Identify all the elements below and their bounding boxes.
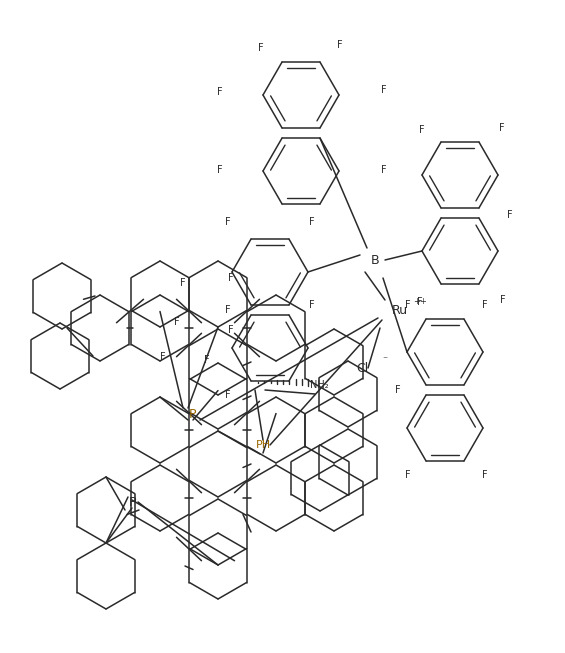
Text: F: F — [225, 217, 231, 227]
Text: F: F — [405, 470, 411, 480]
Text: F: F — [405, 300, 411, 310]
Text: F: F — [395, 385, 401, 395]
Text: ++: ++ — [413, 298, 427, 306]
Text: F: F — [309, 300, 315, 310]
Text: F: F — [180, 278, 186, 288]
Text: Cl: Cl — [356, 362, 368, 375]
Text: P: P — [128, 496, 136, 509]
Text: F: F — [381, 165, 387, 175]
Text: P: P — [189, 409, 197, 421]
Text: F: F — [217, 87, 223, 97]
Text: NH₂: NH₂ — [310, 380, 329, 390]
Text: F: F — [258, 43, 264, 53]
Text: F: F — [228, 273, 234, 283]
Text: F: F — [337, 40, 343, 50]
Text: F: F — [228, 325, 234, 335]
Text: F: F — [381, 85, 387, 95]
Text: F: F — [204, 355, 210, 365]
Text: F: F — [417, 297, 423, 307]
Text: F: F — [160, 352, 166, 362]
Text: PH: PH — [255, 440, 271, 450]
Text: F: F — [482, 470, 488, 480]
Text: Ru: Ru — [392, 304, 408, 317]
Text: F: F — [217, 165, 223, 175]
Text: ⁻: ⁻ — [383, 355, 388, 365]
Text: F: F — [419, 125, 425, 135]
Text: F: F — [225, 390, 231, 400]
Text: F: F — [225, 305, 231, 315]
Text: F: F — [507, 210, 513, 220]
Text: B: B — [371, 253, 379, 266]
Text: F: F — [500, 295, 506, 305]
Text: F: F — [499, 123, 505, 133]
Text: F: F — [482, 300, 488, 310]
Text: F: F — [309, 217, 315, 227]
Text: F: F — [174, 317, 180, 327]
